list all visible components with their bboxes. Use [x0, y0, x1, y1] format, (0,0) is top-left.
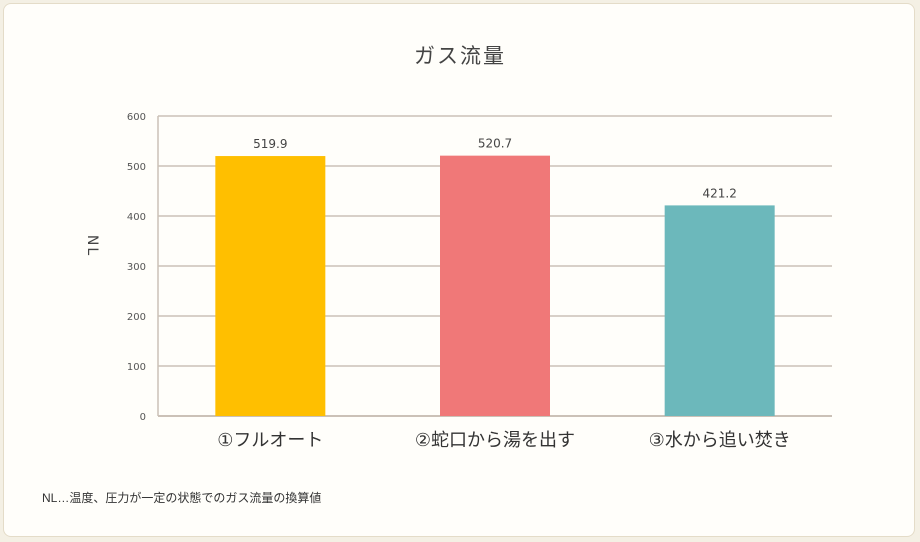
y-tick-label: 200: [127, 312, 146, 323]
x-tick-label: ③水から追い焚き: [649, 430, 791, 451]
data-label: 520.7: [478, 137, 512, 151]
y-tick-label: 300: [127, 262, 146, 273]
y-tick-label: 100: [127, 362, 146, 373]
bars: [215, 155, 775, 417]
y-tick-label: 0: [140, 412, 146, 423]
bar: [664, 205, 775, 416]
y-tick-label: 400: [127, 212, 146, 223]
y-axis-label: NL: [84, 235, 100, 257]
bar: [215, 156, 326, 417]
x-tick-label: ②蛇口から湯を出す: [415, 430, 575, 451]
data-label: 519.9: [253, 137, 287, 151]
y-tick-label: 600: [127, 112, 146, 123]
footnote: NL…温度、圧力が一定の状態でのガス流量の換算値: [42, 491, 322, 505]
data-label: 421.2: [702, 186, 736, 200]
chart-title: ガス流量: [414, 44, 506, 68]
data-labels: 519.9 520.7 421.2: [253, 137, 737, 201]
x-tick-label: ①フルオート: [217, 430, 323, 451]
x-tick-labels: ①フルオート ②蛇口から湯を出す ③水から追い焚き: [217, 430, 790, 451]
y-tick-label: 500: [127, 162, 146, 173]
y-tick-labels: 0 100 200 300 400 500 600: [127, 112, 146, 423]
bar: [440, 155, 550, 416]
